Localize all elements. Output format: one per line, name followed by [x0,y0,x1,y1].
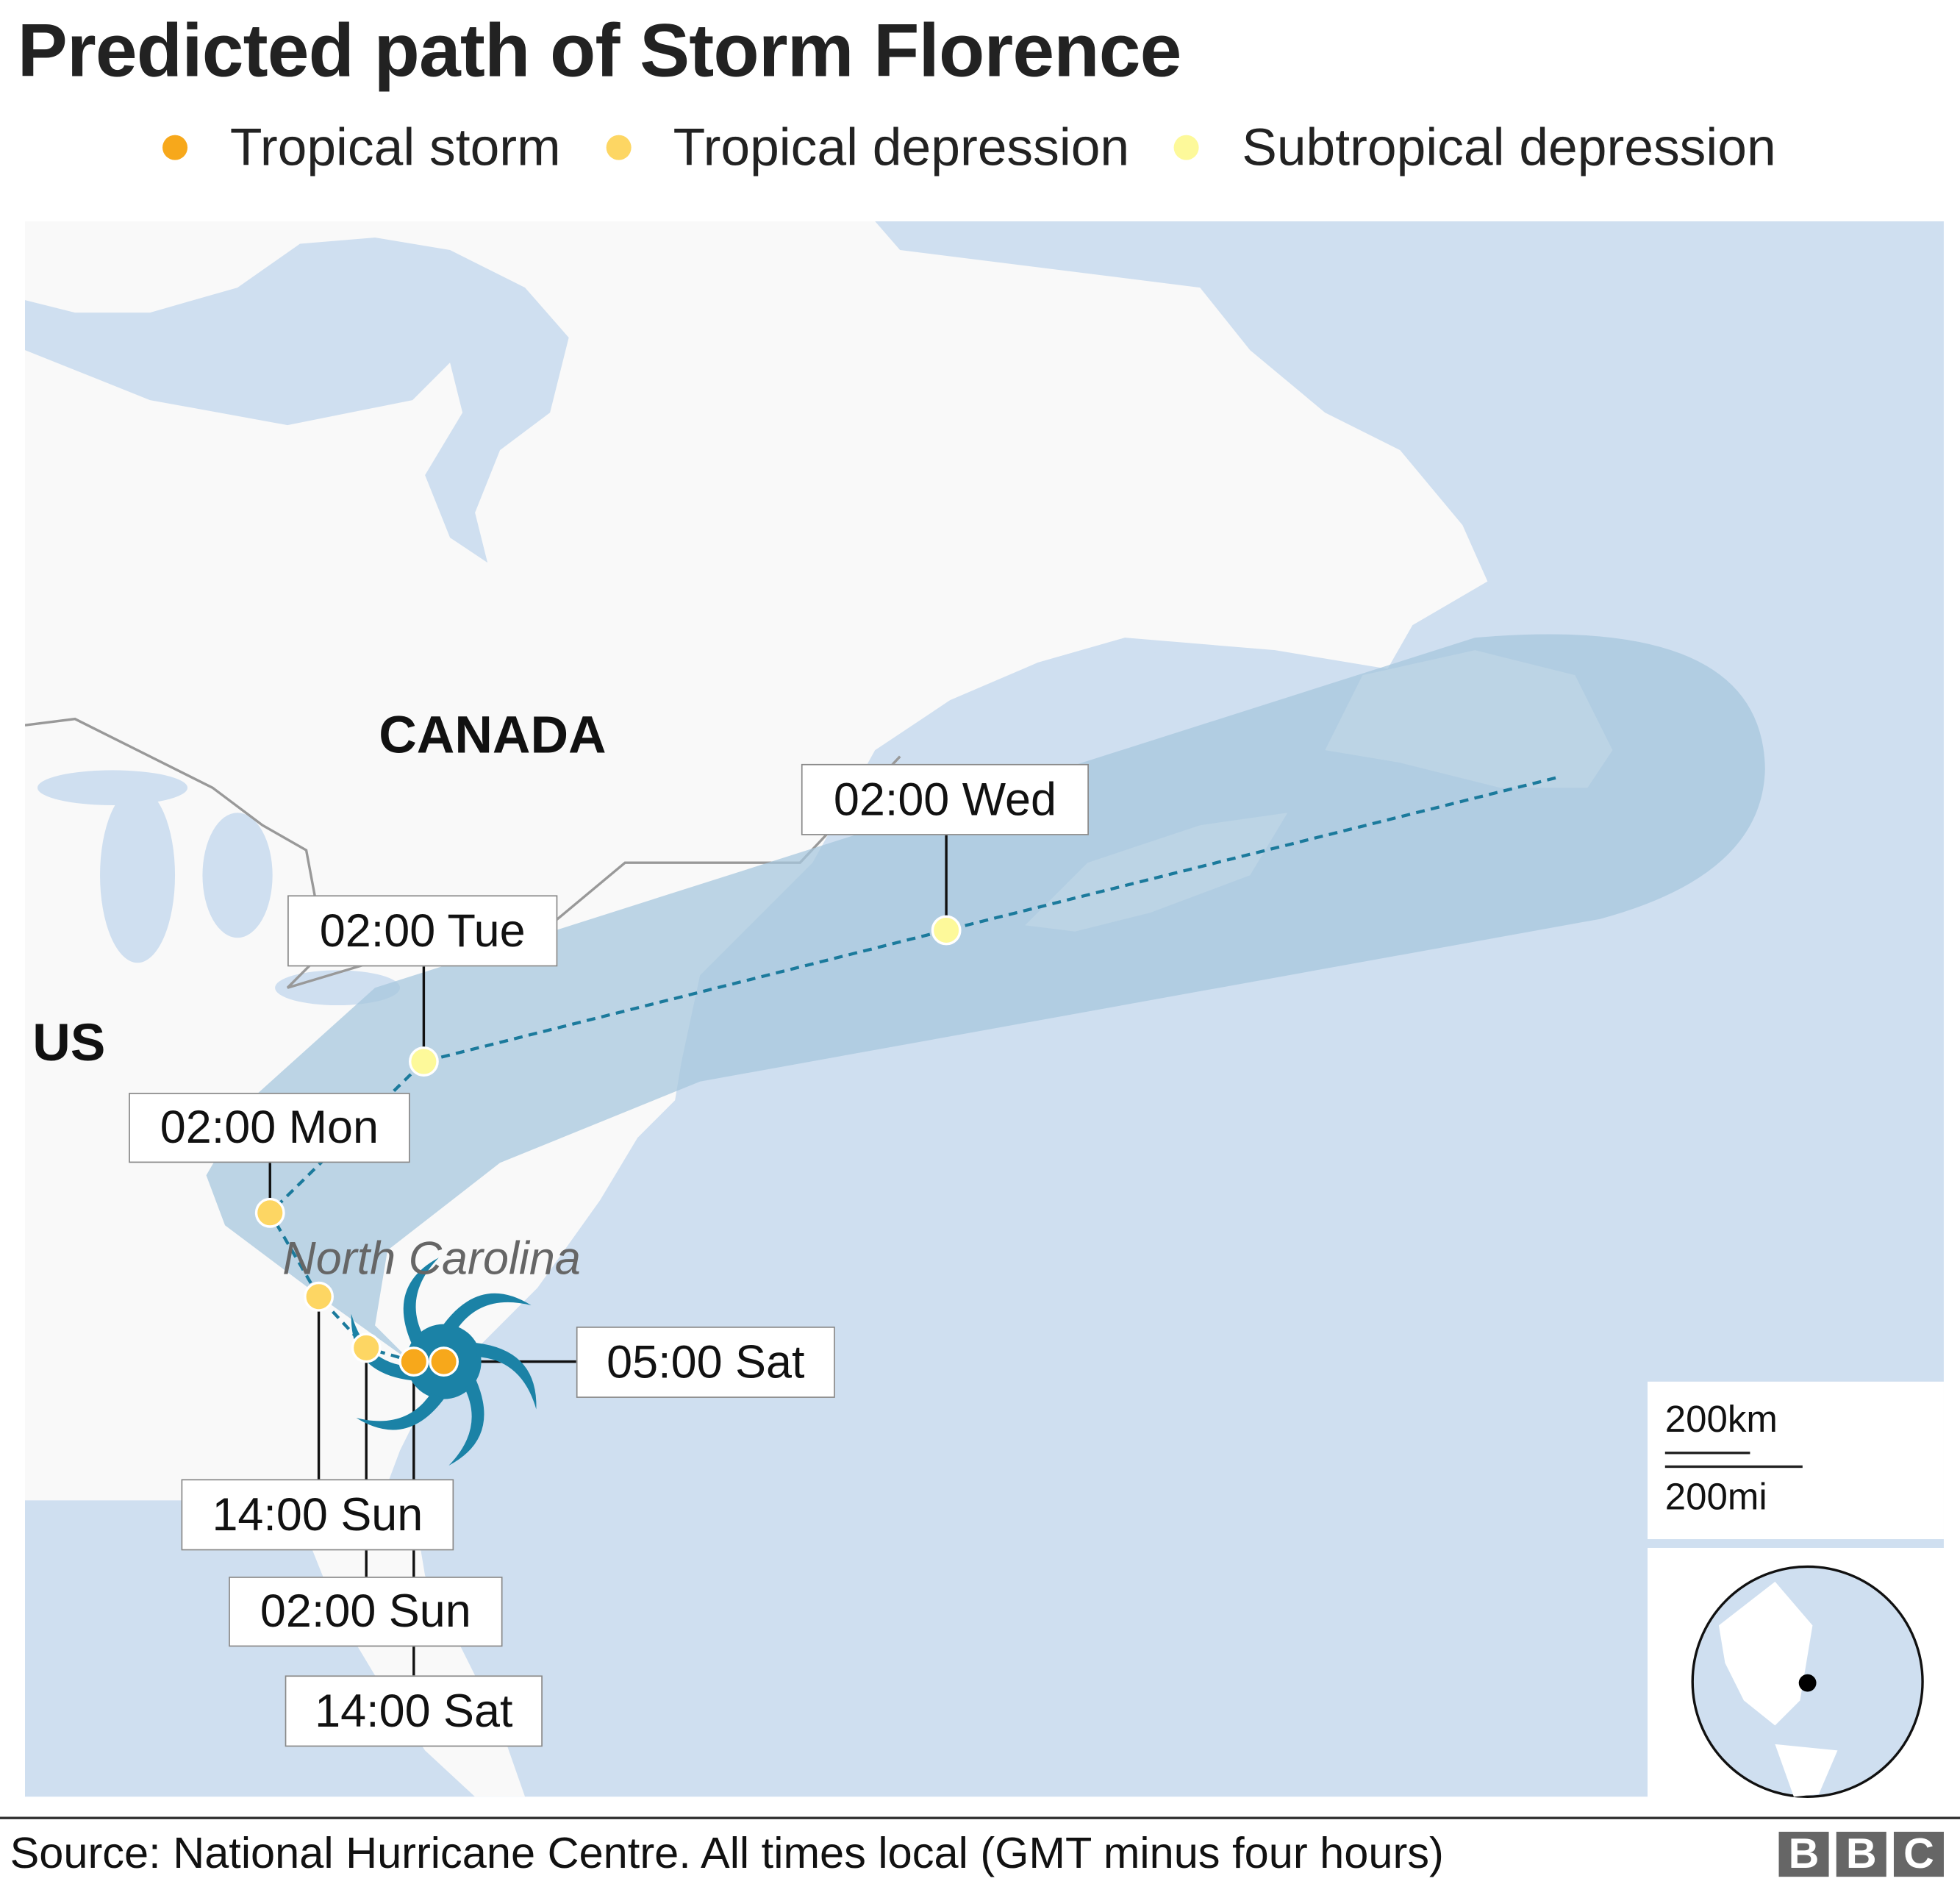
point-02-00-mon [254,1197,285,1228]
point-02-00-tue [408,1046,439,1077]
label-canada: CANADA [379,704,607,764]
label-us: US [32,1013,106,1072]
legend-item-subtropical-depression: Subtropical depression [1174,117,1776,178]
globe-locator [1647,1547,1960,1799]
legend-label: Tropical depression [673,117,1130,176]
legend-label: Subtropical depression [1242,117,1776,176]
legend-dot [605,135,631,160]
page-title: Predicted path of Storm Florence [17,8,1182,93]
scale-bar: 200km 200mi [1647,1381,1944,1540]
time-label: 02:00 Tue [287,895,558,967]
point-02-00-sun [351,1332,382,1363]
track-points [254,915,962,1377]
label-north-carolina: North Carolina [282,1232,581,1285]
time-label: 14:00 Sun [181,1479,454,1551]
time-label: 02:00 Wed [801,763,1089,835]
point-05-00-sat [429,1346,459,1377]
scale-km-bar [1664,1452,1750,1455]
footer-divider [0,1816,1960,1819]
scale-mi-bar [1664,1465,1803,1469]
time-label: 05:00 Sat [576,1327,835,1398]
time-label: 02:00 Mon [129,1093,410,1163]
legend-item-tropical-storm: Tropical storm [162,118,561,178]
legend-label: Tropical storm [229,117,561,176]
legend-dot [162,135,188,160]
point-14-00-sat [398,1346,429,1377]
scale-mi: 200mi [1664,1477,1767,1519]
forecast-cone [206,634,1765,1363]
time-label: 02:00 Sun [229,1577,503,1647]
legend: Tropical storm Tropical depression Subtr… [162,118,1821,178]
point-02-00-wed [931,915,962,946]
canada-us-border [25,717,901,989]
point-14-00-sun [304,1281,334,1312]
legend-item-tropical-depression: Tropical depression [605,117,1130,178]
source-note: Source: National Hurricane Centre. All t… [10,1829,1444,1878]
scale-km: 200km [1664,1399,1778,1441]
hudson-bay [25,238,569,563]
legend-dot [1174,135,1200,160]
time-label: 14:00 Sat [285,1675,543,1747]
